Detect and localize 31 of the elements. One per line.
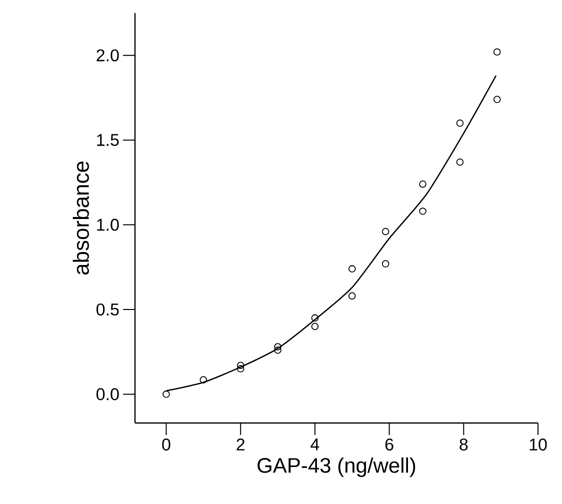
y-tick-label: 0.0 <box>96 388 119 400</box>
x-tick-label: 10 <box>530 438 547 451</box>
point <box>236 362 244 370</box>
y-axis-title: absorbance <box>72 162 89 275</box>
point <box>236 365 244 372</box>
point <box>274 346 282 354</box>
point <box>493 96 501 104</box>
point <box>348 265 356 272</box>
point <box>419 180 426 188</box>
y-tick-label: 1.0 <box>97 218 119 231</box>
point <box>493 48 501 56</box>
point <box>456 158 464 166</box>
x-tick-label: 0 <box>162 438 170 451</box>
x-tick-label: 2 <box>236 438 244 450</box>
y-tick-label: 0.5 <box>96 303 119 316</box>
point <box>274 343 282 350</box>
point <box>200 376 208 384</box>
point <box>456 119 464 127</box>
point <box>162 390 170 398</box>
x-tick-label: 8 <box>460 438 468 451</box>
y-tick-label: 1.5 <box>97 134 119 146</box>
point <box>382 228 390 236</box>
point <box>348 292 356 300</box>
x-tick-label: 6 <box>385 438 394 451</box>
point <box>311 322 319 330</box>
y-tick-label: 2.0 <box>96 49 119 62</box>
point <box>382 260 390 268</box>
point <box>419 208 426 215</box>
x-tick-label: 4 <box>310 438 320 450</box>
x-axis-title: GAP-43 (ng/well) <box>258 457 416 478</box>
point <box>311 314 319 322</box>
